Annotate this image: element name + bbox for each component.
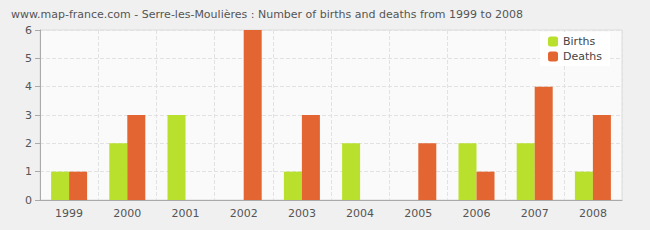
- svg-text:2005: 2005: [404, 207, 432, 220]
- svg-text:2003: 2003: [288, 207, 316, 220]
- svg-text:2001: 2001: [172, 207, 200, 220]
- svg-text:2007: 2007: [521, 207, 549, 220]
- svg-text:1: 1: [25, 165, 32, 178]
- svg-text:5: 5: [25, 52, 32, 65]
- svg-text:www.map-france.com - Serre-les: www.map-france.com - Serre-les-Moulières…: [11, 8, 523, 21]
- svg-text:1999: 1999: [55, 207, 83, 220]
- svg-text:0: 0: [25, 194, 32, 207]
- svg-text:6: 6: [25, 24, 32, 37]
- svg-text:3: 3: [25, 109, 32, 122]
- svg-text:2002: 2002: [230, 207, 258, 220]
- svg-text:2: 2: [25, 137, 32, 150]
- svg-text:Deaths: Deaths: [563, 50, 602, 63]
- svg-text:2006: 2006: [463, 207, 491, 220]
- svg-text:2008: 2008: [579, 207, 607, 220]
- svg-text:4: 4: [25, 80, 32, 93]
- svg-text:Births: Births: [563, 35, 595, 48]
- svg-text:2000: 2000: [113, 207, 141, 220]
- svg-text:2004: 2004: [346, 207, 374, 220]
